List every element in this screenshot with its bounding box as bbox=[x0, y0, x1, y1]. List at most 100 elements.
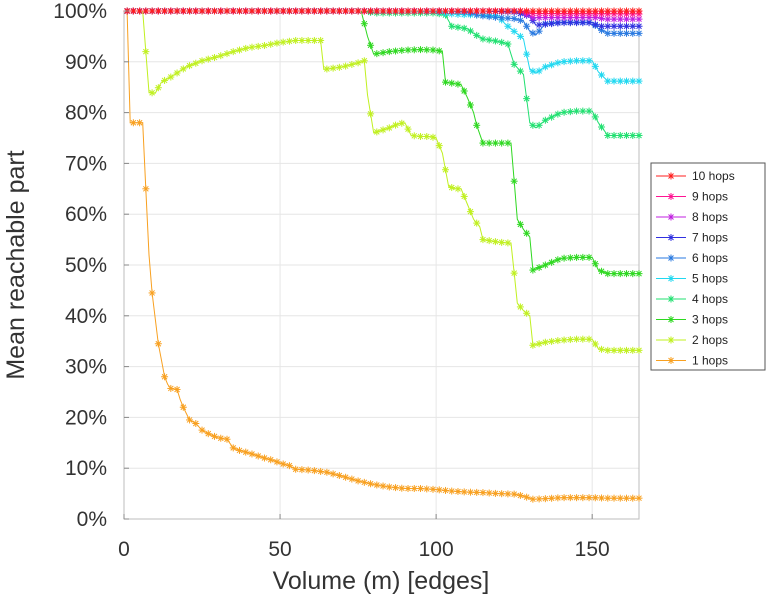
data-point-3-hops bbox=[610, 270, 618, 278]
data-point-2-hops bbox=[392, 121, 400, 129]
legend-marker bbox=[667, 316, 675, 323]
data-point-2-hops bbox=[217, 52, 225, 60]
data-point-7-hops bbox=[635, 22, 643, 30]
data-point-1-hops bbox=[398, 484, 406, 492]
data-point-1-hops bbox=[273, 458, 281, 466]
data-point-10-hops bbox=[192, 7, 200, 15]
data-point-3-hops bbox=[623, 270, 631, 278]
y-axis-ticks: 0% 10% 20% 30% 40% 50% 60% 70% 80% 90% 100% bbox=[53, 0, 129, 531]
data-point-7-hops bbox=[629, 22, 637, 30]
data-point-8-hops bbox=[635, 15, 643, 23]
data-point-3-hops bbox=[573, 253, 581, 261]
y-axis-title: Mean reachable part bbox=[2, 150, 30, 379]
data-point-5-hops bbox=[604, 77, 612, 85]
data-point-2-hops bbox=[623, 346, 631, 354]
data-point-10-hops bbox=[248, 7, 256, 15]
data-point-10-hops bbox=[298, 7, 306, 15]
data-point-6-hops bbox=[529, 29, 537, 37]
y-tick-label: 40% bbox=[65, 305, 107, 328]
data-point-5-hops bbox=[535, 67, 543, 75]
data-point-1-hops bbox=[510, 490, 518, 498]
data-point-2-hops bbox=[373, 128, 381, 136]
data-point-7-hops bbox=[560, 19, 568, 27]
data-point-2-hops bbox=[335, 63, 343, 71]
legend-item-4-hops: 4 hops bbox=[656, 292, 728, 306]
data-point-3-hops bbox=[498, 139, 506, 147]
data-point-1-hops bbox=[404, 485, 412, 493]
data-point-4-hops bbox=[579, 107, 587, 115]
series-markers bbox=[123, 7, 643, 503]
data-point-2-hops bbox=[161, 76, 169, 84]
data-point-1-hops bbox=[385, 483, 393, 491]
data-point-1-hops bbox=[211, 432, 219, 440]
data-point-3-hops bbox=[591, 260, 599, 268]
data-point-2-hops bbox=[404, 125, 412, 133]
data-point-2-hops bbox=[298, 36, 306, 44]
legend-item-2-hops: 2 hops bbox=[656, 333, 728, 347]
data-point-2-hops bbox=[367, 110, 375, 118]
data-point-10-hops bbox=[479, 7, 487, 15]
data-point-10-hops bbox=[329, 7, 337, 15]
data-point-2-hops bbox=[435, 142, 443, 150]
data-point-3-hops bbox=[360, 20, 368, 28]
data-point-3-hops bbox=[516, 220, 524, 228]
data-point-3-hops bbox=[460, 87, 468, 95]
data-point-10-hops bbox=[473, 7, 481, 15]
legend-item-5-hops: 5 hops bbox=[656, 272, 728, 286]
y-tick-label: 60% bbox=[65, 203, 107, 226]
x-axis-ticks: 0 50 100 150 bbox=[118, 514, 610, 561]
data-point-1-hops bbox=[279, 460, 287, 468]
data-point-10-hops bbox=[560, 7, 568, 15]
data-point-1-hops bbox=[142, 185, 150, 193]
legend-label: 5 hops bbox=[692, 272, 728, 286]
data-point-10-hops bbox=[404, 7, 412, 15]
data-point-2-hops bbox=[192, 59, 200, 67]
x-tick-label: 150 bbox=[575, 538, 610, 561]
data-point-10-hops bbox=[285, 7, 293, 15]
data-point-10-hops bbox=[554, 7, 562, 15]
legend-marker bbox=[667, 193, 675, 200]
data-point-1-hops bbox=[348, 475, 356, 483]
data-point-5-hops bbox=[591, 62, 599, 70]
data-point-4-hops bbox=[604, 131, 612, 139]
data-point-5-hops bbox=[548, 61, 556, 69]
data-point-1-hops bbox=[585, 494, 593, 502]
data-point-1-hops bbox=[129, 119, 137, 127]
data-point-2-hops bbox=[254, 42, 262, 50]
data-point-5-hops bbox=[629, 77, 637, 85]
legend-marker bbox=[667, 336, 675, 344]
data-point-2-hops bbox=[235, 46, 243, 54]
x-tick-label: 50 bbox=[268, 538, 291, 561]
data-point-1-hops bbox=[535, 495, 543, 503]
data-point-4-hops bbox=[529, 121, 537, 129]
data-point-3-hops bbox=[398, 46, 406, 54]
data-point-10-hops bbox=[229, 7, 237, 15]
data-point-2-hops bbox=[348, 60, 356, 68]
data-point-2-hops bbox=[573, 335, 581, 343]
data-point-4-hops bbox=[635, 131, 643, 139]
data-point-2-hops bbox=[342, 62, 350, 70]
data-point-6-hops bbox=[523, 22, 531, 30]
data-point-1-hops bbox=[491, 489, 499, 497]
data-point-2-hops bbox=[279, 38, 287, 46]
data-point-1-hops bbox=[298, 466, 306, 474]
data-point-2-hops bbox=[516, 303, 524, 311]
data-point-1-hops bbox=[317, 467, 325, 475]
data-point-2-hops bbox=[242, 44, 250, 52]
legend-label: 10 hops bbox=[692, 169, 735, 183]
data-point-2-hops bbox=[491, 238, 499, 246]
data-point-1-hops bbox=[285, 462, 293, 470]
data-point-6-hops bbox=[604, 29, 612, 37]
data-point-3-hops bbox=[579, 253, 587, 261]
data-point-10-hops bbox=[610, 7, 618, 15]
data-point-1-hops bbox=[566, 494, 574, 502]
data-point-1-hops bbox=[604, 494, 612, 502]
y-tick-label: 10% bbox=[65, 457, 107, 480]
data-point-2-hops bbox=[179, 65, 187, 73]
data-point-2-hops bbox=[529, 341, 537, 349]
data-point-1-hops bbox=[435, 486, 443, 494]
data-point-10-hops bbox=[335, 7, 343, 15]
data-point-7-hops bbox=[535, 21, 543, 29]
legend-marker bbox=[667, 213, 675, 221]
data-point-2-hops bbox=[604, 346, 612, 354]
